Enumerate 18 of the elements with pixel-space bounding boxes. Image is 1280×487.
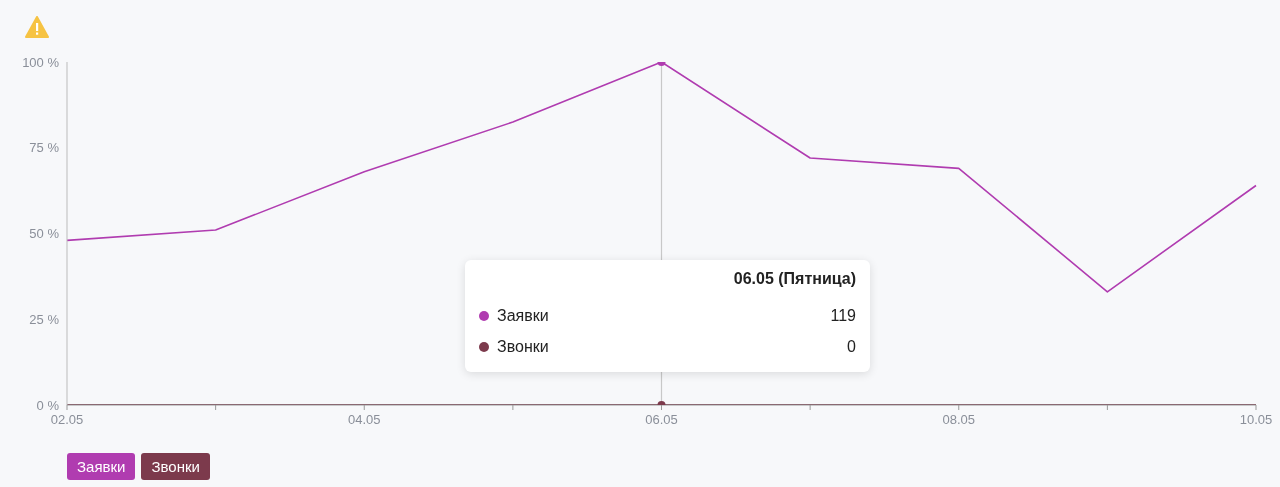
x-tick-label: 08.05 — [942, 412, 976, 427]
text: Звонки — [151, 458, 200, 475]
annotation: 119 — [830, 306, 856, 325]
x-tick-label: 06.05 — [645, 412, 678, 427]
y-tick-label: 0 % — [36, 397, 60, 413]
annotation: 0 — [847, 337, 856, 356]
y-tick-label: 75 % — [29, 140, 60, 156]
y-tick-label: 100 % — [22, 54, 60, 70]
legend-label: Заявки — [497, 306, 550, 325]
legend-label: Звонки — [497, 337, 550, 356]
x-tick-label: 02.05 — [50, 412, 84, 427]
annotation: 06.05 (Пятница) — [732, 270, 856, 289]
y-tick-label: 25 % — [29, 311, 60, 327]
x-tick-label: 10.05 — [1239, 412, 1273, 427]
line-series — [66, 62, 1257, 293]
x-tick-label: 04.05 — [347, 412, 381, 427]
y-tick-label: 50 % — [29, 226, 60, 242]
text: Заявки — [77, 458, 126, 475]
